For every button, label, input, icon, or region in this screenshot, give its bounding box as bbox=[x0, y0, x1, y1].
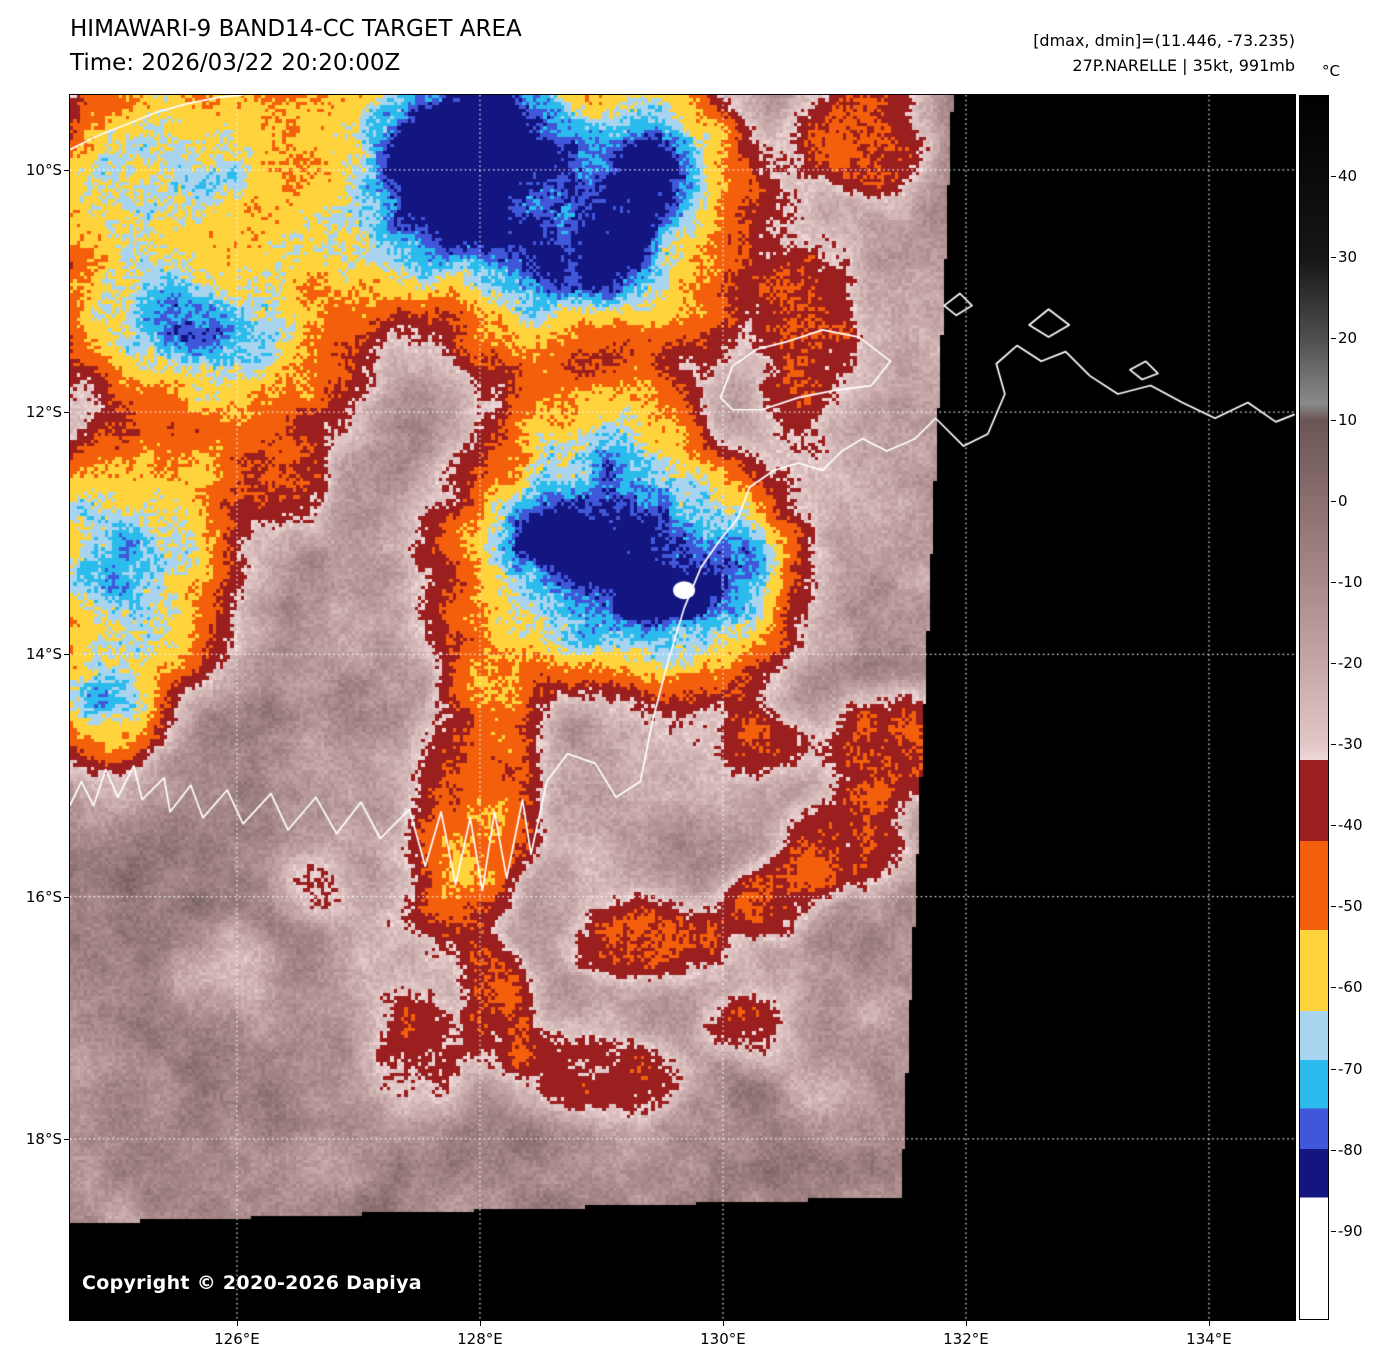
x-tick-mark bbox=[236, 1320, 238, 1326]
y-tick-label: 18°S bbox=[25, 1129, 62, 1148]
colorbar-tick-label: -70 bbox=[1338, 1059, 1363, 1078]
x-tick-label: 130°E bbox=[700, 1330, 746, 1348]
colorbar bbox=[1299, 95, 1329, 1320]
map-plot: Copyright © 2020-2026 Dapiya bbox=[70, 95, 1295, 1320]
figure-title: HIMAWARI-9 BAND14-CC TARGET AREA bbox=[70, 16, 522, 42]
x-tick-label: 134°E bbox=[1186, 1330, 1232, 1348]
colorbar-tick-label: -90 bbox=[1338, 1221, 1363, 1240]
colorbar-tick-mark bbox=[1331, 338, 1336, 340]
header-info: [dmax, dmin]=(11.446, -73.235) 27P.NAREL… bbox=[1033, 28, 1295, 78]
colorbar-tick-mark bbox=[1331, 500, 1336, 502]
storm-label: 27P.NARELLE | 35kt, 991mb bbox=[1072, 56, 1295, 75]
x-tick-label: 128°E bbox=[457, 1330, 503, 1348]
colorbar-tick-label: 30 bbox=[1338, 248, 1358, 267]
colorbar-tick-mark bbox=[1331, 257, 1336, 259]
colorbar-tick-mark bbox=[1331, 419, 1336, 421]
y-tick-mark bbox=[64, 654, 70, 656]
x-tick-label: 126°E bbox=[214, 1330, 260, 1348]
satellite-map-canvas bbox=[70, 95, 1295, 1320]
colorbar-tick-mark bbox=[1331, 581, 1336, 583]
colorbar-tick-mark bbox=[1331, 825, 1336, 827]
colorbar-tick-label: 40 bbox=[1338, 167, 1358, 186]
x-tick-label: 132°E bbox=[943, 1330, 989, 1348]
colorbar-tick-label: -30 bbox=[1338, 735, 1363, 753]
x-tick-mark bbox=[479, 1320, 481, 1326]
colorbar-tick-label: 10 bbox=[1338, 410, 1358, 429]
copyright-label: Copyright © 2020-2026 Dapiya bbox=[82, 1272, 422, 1294]
y-tick-label: 10°S bbox=[25, 160, 62, 179]
y-tick-mark bbox=[64, 896, 70, 898]
colorbar-tick-mark bbox=[1331, 744, 1336, 745]
colorbar-tick-label: -20 bbox=[1338, 653, 1363, 672]
colorbar-tick-mark bbox=[1331, 1149, 1336, 1151]
colorbar-unit: °C bbox=[1322, 62, 1340, 80]
colorbar-tick-mark bbox=[1331, 1068, 1336, 1070]
y-tick-mark bbox=[64, 169, 70, 171]
colorbar-tick-mark bbox=[1331, 987, 1336, 989]
y-tick-mark bbox=[64, 412, 70, 414]
x-tick-mark bbox=[1208, 1320, 1210, 1326]
colorbar-tick-label: -60 bbox=[1338, 978, 1363, 997]
x-tick-mark bbox=[965, 1320, 967, 1326]
figure-time: Time: 2026/03/22 20:20:00Z bbox=[70, 50, 401, 76]
colorbar-tick-mark bbox=[1331, 1230, 1336, 1232]
colorbar-tick-mark bbox=[1331, 176, 1336, 178]
y-tick-label: 14°S bbox=[25, 645, 62, 664]
y-tick-mark bbox=[64, 1138, 70, 1140]
colorbar-tick-label: 20 bbox=[1338, 329, 1358, 348]
colorbar-tick-label: -10 bbox=[1338, 572, 1363, 591]
colorbar-tick-mark bbox=[1331, 906, 1336, 908]
colorbar-tick-label: 0 bbox=[1338, 491, 1348, 510]
x-tick-mark bbox=[722, 1320, 724, 1326]
y-tick-label: 16°S bbox=[25, 887, 62, 906]
colorbar-tick-label: -50 bbox=[1338, 897, 1363, 916]
colorbar-tick-label: -80 bbox=[1338, 1140, 1363, 1159]
range-label: [dmax, dmin]=(11.446, -73.235) bbox=[1033, 31, 1295, 50]
colorbar-tick-label: -40 bbox=[1338, 816, 1363, 835]
y-tick-label: 12°S bbox=[25, 403, 62, 422]
colorbar-tick-mark bbox=[1331, 662, 1336, 664]
